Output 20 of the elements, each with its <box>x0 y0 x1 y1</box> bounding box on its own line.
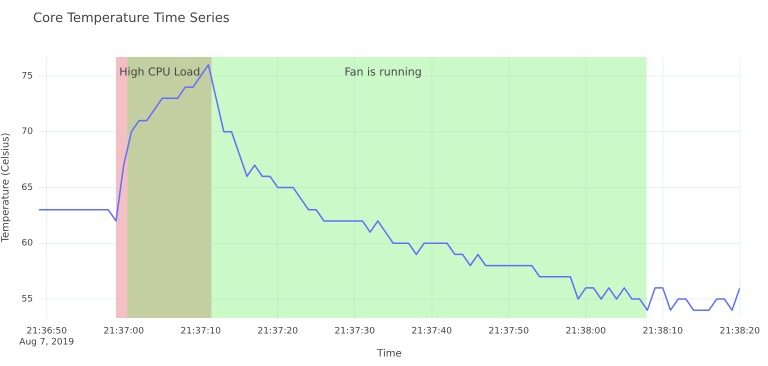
y-tick-label: 60 <box>22 238 34 249</box>
y-axis-title: Temperature (Celsius) <box>0 132 12 244</box>
band-label: Fan is running <box>344 65 422 78</box>
y-tick-label: 55 <box>22 294 33 304</box>
x-tick-label: 21:37:40 <box>412 326 452 337</box>
x-axis-title: Time <box>376 348 402 360</box>
x-tick-label: 21:37:00 <box>104 326 144 337</box>
y-tick-label: 70 <box>22 127 34 138</box>
x-tick-label: 21:38:00 <box>566 326 606 337</box>
chart-title: Core Temperature Time Series <box>33 11 230 26</box>
y-tick-label: 65 <box>22 182 33 193</box>
x-tick-label: 21:37:10 <box>180 326 222 337</box>
x-tick-label: 21:37:20 <box>258 326 298 337</box>
band-label: High CPU Load <box>119 65 200 78</box>
x-tick-label: 21:36:50 Aug 7, 2019 <box>19 326 74 348</box>
x-tick-label: 21:37:50 <box>488 326 530 337</box>
x-tick-label: 21:38:20 <box>720 326 760 337</box>
y-tick-label: 75 <box>22 71 33 82</box>
x-tick-label: 21:38:10 <box>642 326 684 337</box>
x-tick-label: 21:37:30 <box>334 326 376 337</box>
